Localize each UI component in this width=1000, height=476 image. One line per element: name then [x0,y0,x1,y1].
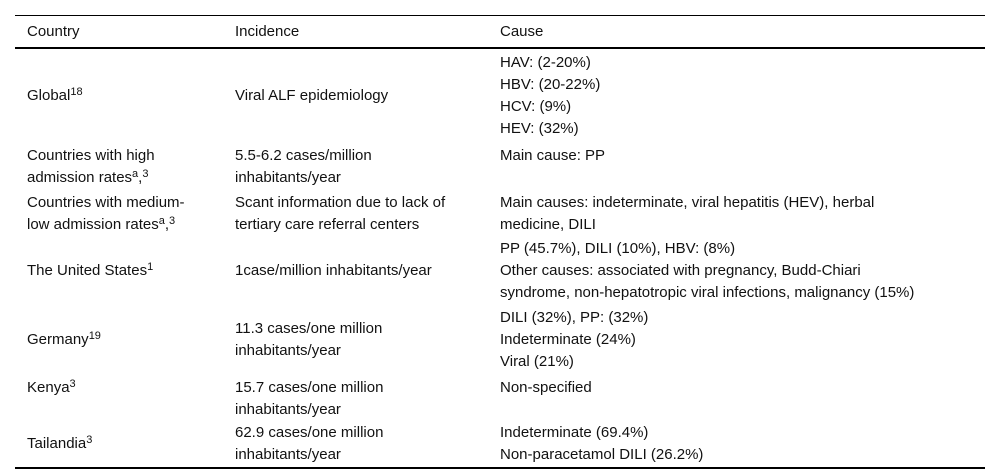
reference-superscript: 3 [69,378,76,390]
country-cell: Global18 [15,48,223,142]
cause-cell: Indeterminate (69.4%) Non-paracetamol DIL… [488,421,985,468]
text-line: Germany19 [27,329,223,351]
text-line: Tailandia3 [27,433,223,455]
text-line: Main cause: PP [500,147,606,164]
reference-superscript: 1 [147,261,154,273]
text-line: HEV: (32%) [500,119,579,137]
text-segment: Tailandia [27,435,87,452]
incidence-cell: 1case/million inhabitants/year [223,236,488,306]
cause-cell: PP (45.7%), DILI (10%), HBV: (8%) Other c… [488,236,985,306]
column-header-country: Country [15,15,223,49]
reference-superscript: 3 [169,215,176,227]
text-line: 15.7 cases/one million [235,379,384,396]
text-segment: , [164,216,170,233]
text-segment: Kenya [27,379,70,396]
text-line: 1case/million inhabitants/year [235,262,432,279]
alf-epidemiology-table: Country Incidence Cause Global18 Viral AL… [15,15,985,469]
country-cell: Germany19 [15,306,223,374]
text-line: Countries with medium- [27,192,223,214]
table-row: Countries with medium-low admission rate… [15,189,985,236]
incidence-cell: 15.7 cases/one million inhabitants/year [223,374,488,421]
text-segment: Global [27,86,71,104]
column-header-cause: Cause [488,15,985,49]
country-cell: The United States1 [15,236,223,306]
text-line: 62.9 cases/one million [235,424,384,441]
text-line: HCV: (9%) [500,97,572,115]
table-row: Tailandia3 62.9 cases/one million inhabita… [15,421,985,468]
cause-cell: DILI (32%), PP: (32%) Indeterminate (24%)… [488,306,985,374]
text-line: inhabitants/year [235,446,341,463]
text-segment: The United States [27,262,148,279]
reference-superscript: 19 [88,330,101,342]
text-line: HBV: (20-22%) [500,75,601,93]
text-line: DILI (32%), PP: (32%) [500,309,649,326]
reference-superscript: 3 [86,434,93,446]
text-line: admission ratesa,3 [27,167,223,189]
text-line: Non-specified [500,379,592,396]
text-line: inhabitants/year [235,342,341,359]
cause-cell: Non-specified [488,374,985,421]
text-line: Scant information due to lack of [235,194,446,211]
incidence-cell: 11.3 cases/one million inhabitants/year [223,306,488,374]
country-cell: Countries with medium-low admission rate… [15,189,223,236]
table-header-row: Country Incidence Cause [15,15,985,49]
text-segment: admission rates [27,169,133,186]
country-cell: Tailandia3 [15,421,223,468]
column-header-incidence: Incidence [223,15,488,49]
cause-cell: HAV: (2-20%) HBV: (20-22%) HCV: (9%) HEV: (… [488,48,985,142]
text-line: HAV: (2-20%) [500,53,591,71]
text-segment: Germany [27,331,89,348]
cause-cell: Main cause: PP [488,142,985,189]
text-line: The United States1 [27,260,223,282]
text-line: Non-paracetamol DILI (26.2%) [500,446,704,463]
cause-cell: Main causes: indeterminate, viral hepati… [488,189,985,236]
text-line: inhabitants/year [235,401,341,418]
incidence-cell: 5.5-6.2 cases/million inhabitants/year [223,142,488,189]
text-line: Kenya3 [27,377,223,399]
text-segment: low admission rates [27,216,159,233]
table-row: Global18 Viral ALF epidemiology HAV: (2-20… [15,48,985,142]
reference-superscript: 3 [142,168,149,180]
text-line: inhabitants/year [235,169,341,186]
text-segment: , [138,169,143,186]
table-row: The United States1 1case/million inhabita… [15,236,985,306]
text-line: Viral ALF epidemiology [235,86,389,104]
table-body: Global18 Viral ALF epidemiology HAV: (2-20… [15,48,985,468]
text-line: PP (45.7%), DILI (10%), HBV: (8%) [500,240,736,257]
text-segment: Countries with medium- [27,194,185,211]
text-line: Main causes: indeterminate, viral hepati… [500,194,875,211]
incidence-cell: 62.9 cases/one million inhabitants/year [223,421,488,468]
table-row: Germany19 11.3 cases/one million inhabitan… [15,306,985,374]
incidence-cell: Scant information due to lack of tertiary… [223,189,488,236]
table-row: Countries with high admission ratesa,3 5.5… [15,142,985,189]
text-line: tertiary care referral centers [235,216,420,233]
text-line: Other causes: associated with pregnancy,… [500,262,861,279]
text-line: Viral (21%) [500,353,574,370]
text-line: Indeterminate (24%) [500,331,636,348]
table-row: Kenya3 15.7 cases/one million inhabitants/… [15,374,985,421]
incidence-cell: Viral ALF epidemiology [223,48,488,142]
country-cell: Kenya3 [15,374,223,421]
text-line: syndrome, non-hepatotropic viral infecti… [500,284,915,301]
country-cell: Countries with high admission ratesa,3 [15,142,223,189]
text-line: low admission ratesa,3 [27,214,223,236]
text-line: Countries with high [27,145,223,167]
reference-superscript: a [158,215,165,227]
text-line: 11.3 cases/one million [235,320,383,337]
text-line: Indeterminate (69.4%) [500,424,649,441]
text-line: medicine, DILI [500,216,596,233]
text-line: 5.5-6.2 cases/million [235,147,372,164]
reference-superscript: a [132,168,139,180]
text-line: Global18 [27,85,223,107]
text-segment: Countries with high [27,147,155,164]
reference-superscript: 18 [70,85,83,98]
